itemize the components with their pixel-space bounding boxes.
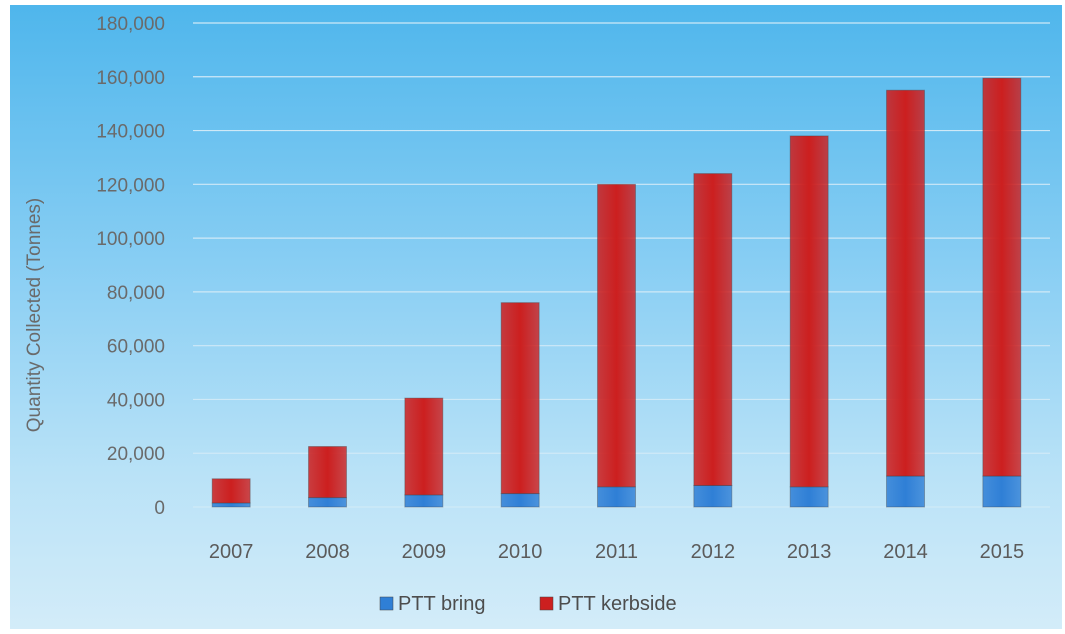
- bar-ptt-kerbside-2011: [597, 183, 636, 488]
- bar-ptt-kerbside-2008: [308, 446, 347, 499]
- x-tick-label: 2012: [691, 541, 736, 563]
- x-axis-ticks: 2007 2008 2009 2010 2011 2012 2013 2014 2015: [209, 541, 1024, 563]
- x-tick-label: 2010: [498, 541, 543, 563]
- y-axis-ticks: 0 20,000 40,000 60,000 80,000 100,000 120,000 1…: [96, 14, 165, 519]
- x-tick-label: 2011: [595, 541, 638, 563]
- bar-ptt-bring-2014: [886, 475, 925, 508]
- bar-ptt-bring-2010: [500, 493, 540, 508]
- y-tick-label: 60,000: [107, 337, 165, 358]
- y-tick-label: 120,000: [96, 175, 165, 196]
- legend-label-ptt-bring: PTT bring: [398, 593, 485, 615]
- bar-ptt-kerbside-2015: [982, 77, 1022, 477]
- stacked-bar-chart: 0 20,000 40,000 60,000 80,000 100,000 120,000 1…: [24, 14, 1050, 615]
- x-tick-label: 2007: [209, 541, 254, 563]
- bars: [211, 77, 1022, 508]
- y-tick-label: 160,000: [96, 68, 165, 89]
- bar-ptt-bring-2011: [597, 486, 636, 508]
- y-tick-label: 0: [154, 498, 165, 519]
- x-tick-label: 2009: [402, 541, 447, 563]
- y-tick-label: 80,000: [107, 283, 165, 304]
- y-tick-label: 180,000: [96, 14, 165, 35]
- bar-ptt-kerbside-2009: [404, 397, 444, 496]
- bar-ptt-kerbside-2007: [211, 478, 251, 504]
- bar-ptt-bring-2013: [789, 486, 829, 508]
- bar-ptt-kerbside-2014: [886, 89, 925, 477]
- bar-ptt-kerbside-2010: [500, 302, 540, 495]
- chart-area: 0 20,000 40,000 60,000 80,000 100,000 120,000 1…: [10, 5, 1062, 629]
- y-tick-label: 40,000: [107, 390, 165, 411]
- bar-ptt-kerbside-2013: [789, 135, 829, 488]
- legend: PTT bring PTT kerbside: [379, 593, 677, 615]
- bar-ptt-bring-2008: [308, 497, 347, 508]
- bar-ptt-bring-2009: [404, 494, 444, 508]
- x-tick-label: 2013: [787, 541, 832, 563]
- legend-swatch-ptt-bring: [379, 596, 394, 611]
- legend-swatch-ptt-kerbside: [539, 596, 554, 611]
- y-tick-label: 140,000: [96, 122, 165, 143]
- legend-label-ptt-kerbside: PTT kerbside: [558, 593, 677, 615]
- y-tick-label: 20,000: [107, 444, 165, 465]
- x-tick-label: 2015: [980, 541, 1025, 563]
- bar-ptt-bring-2015: [982, 475, 1022, 508]
- x-tick-label: 2008: [305, 541, 350, 563]
- bar-ptt-bring-2012: [693, 484, 733, 508]
- bar-ptt-bring-2007: [211, 502, 251, 508]
- bar-ptt-kerbside-2012: [693, 173, 733, 486]
- y-axis-label: Quantity Collected (Tonnes): [24, 198, 45, 432]
- y-tick-label: 100,000: [96, 229, 165, 250]
- x-tick-label: 2014: [883, 541, 928, 563]
